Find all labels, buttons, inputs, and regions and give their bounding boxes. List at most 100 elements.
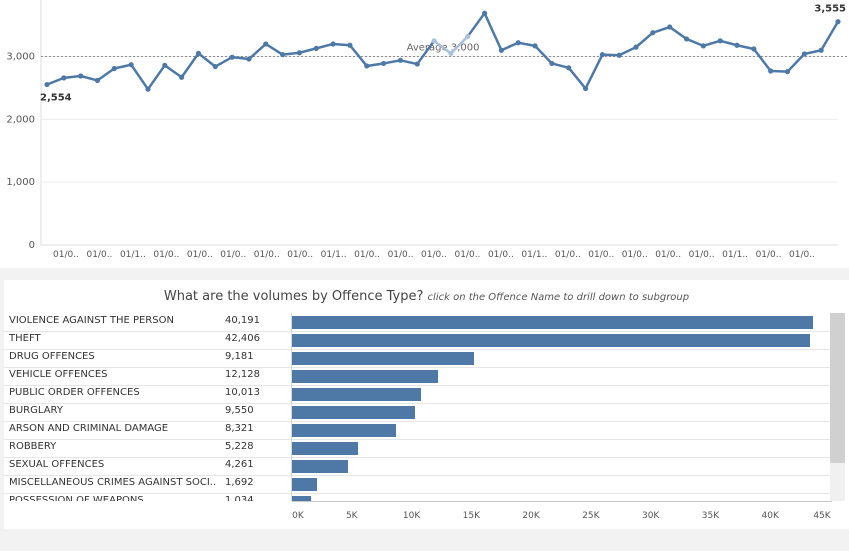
data-point bbox=[481, 10, 488, 16]
data-point bbox=[683, 36, 690, 42]
x-tick-label: 01/1.. bbox=[321, 250, 347, 260]
offence-bar[interactable] bbox=[292, 370, 438, 383]
offence-name[interactable]: THEFT bbox=[9, 333, 41, 344]
series-line-segment bbox=[197, 52, 217, 68]
data-point bbox=[835, 19, 841, 25]
x-tick-label: 45K bbox=[813, 511, 831, 521]
first-value-label: 2,554 bbox=[40, 93, 72, 104]
x-tick-label: 01/0.. bbox=[354, 250, 380, 260]
series-line-segment bbox=[803, 49, 823, 56]
x-tick-label: 01/0.. bbox=[555, 250, 581, 260]
offence-name[interactable]: MISCELLANEOUS CRIMES AGAINST SOCI.. bbox=[9, 477, 217, 488]
offence-bar[interactable] bbox=[292, 478, 318, 491]
series-line-segment bbox=[163, 64, 183, 79]
x-tick-label: 01/0.. bbox=[53, 250, 79, 260]
offence-name[interactable]: POSSESSION OF WEAPONS bbox=[9, 495, 144, 501]
offence-count: 9,181 bbox=[225, 351, 254, 362]
offence-row[interactable]: POSSESSION OF WEAPONS 1,034 bbox=[4, 493, 830, 501]
x-tick-label: 01/0.. bbox=[588, 250, 614, 260]
data-point bbox=[179, 74, 185, 80]
offence-name[interactable]: BURGLARY bbox=[9, 405, 63, 416]
series-line-segment bbox=[79, 74, 99, 82]
offence-count: 10,013 bbox=[225, 387, 260, 398]
offence-count: 1,692 bbox=[225, 477, 254, 488]
data-point bbox=[162, 62, 168, 68]
series-line-segment bbox=[62, 74, 82, 80]
offence-row[interactable]: VIOLENCE AGAINST THE PERSON 40,191 bbox=[4, 313, 830, 332]
offence-row[interactable]: DRUG OFFENCES 9,181 bbox=[4, 349, 830, 368]
series-line-segment bbox=[651, 25, 671, 34]
x-tick-label: 20K bbox=[522, 511, 540, 521]
line-chart-panel: 0 1,000 2,000 3,000 Average 3,000 2,554 3,555 0… bbox=[0, 0, 849, 268]
x-tick-label: 25K bbox=[582, 511, 600, 521]
series-line-segment bbox=[315, 42, 335, 50]
offence-name[interactable]: VIOLENCE AGAINST THE PERSON bbox=[9, 315, 174, 326]
offence-name[interactable]: PUBLIC ORDER OFFENCES bbox=[9, 387, 140, 398]
data-point bbox=[128, 62, 134, 68]
data-point bbox=[347, 42, 353, 48]
x-tick-label: 01/0.. bbox=[655, 250, 681, 260]
offence-bar[interactable] bbox=[292, 406, 416, 419]
offence-count: 8,321 bbox=[225, 423, 254, 434]
x-tick-label: 0K bbox=[292, 511, 304, 521]
bar-chart-subtitle: click on the Offence Name to drill down … bbox=[427, 292, 690, 303]
vertical-scrollbar[interactable] bbox=[830, 313, 845, 501]
series-line-segment bbox=[281, 51, 301, 56]
series-line-segment bbox=[819, 20, 840, 52]
y-tick-label: 2,000 bbox=[6, 114, 35, 125]
bar-chart-title-row: What are the volumes by Offence Type? cl… bbox=[4, 289, 849, 304]
data-point bbox=[111, 65, 117, 72]
x-tick-label: 01/0.. bbox=[187, 250, 213, 260]
data-point bbox=[431, 38, 437, 44]
offence-bar[interactable] bbox=[292, 388, 422, 401]
offence-bar[interactable] bbox=[292, 442, 358, 455]
offence-row[interactable]: SEXUAL OFFENCES 4,261 bbox=[4, 457, 830, 476]
offence-name[interactable]: VEHICLE OFFENCES bbox=[9, 369, 108, 380]
offence-count: 5,228 bbox=[225, 441, 254, 452]
offence-name[interactable]: SEXUAL OFFENCES bbox=[9, 459, 105, 470]
offence-row[interactable]: PUBLIC ORDER OFFENCES 10,013 bbox=[4, 385, 830, 404]
series-line-segment bbox=[769, 69, 789, 73]
series-line-segment bbox=[634, 31, 655, 49]
offence-count: 9,550 bbox=[225, 405, 254, 416]
data-point bbox=[44, 81, 50, 88]
offence-bar[interactable] bbox=[292, 316, 814, 329]
offence-row[interactable]: ARSON AND CRIMINAL DAMAGE 8,321 bbox=[4, 421, 830, 440]
offence-count: 1,034 bbox=[225, 495, 254, 501]
series-line-segment bbox=[601, 53, 621, 57]
series-line-segment bbox=[500, 41, 520, 52]
x-tick-label: 01/1.. bbox=[521, 250, 547, 260]
series-line-segment bbox=[45, 76, 66, 86]
offence-name[interactable]: ARSON AND CRIMINAL DAMAGE bbox=[9, 423, 169, 434]
offence-count: 40,191 bbox=[225, 315, 260, 326]
offence-bar[interactable] bbox=[292, 334, 810, 347]
offence-row[interactable]: BURGLARY 9,550 bbox=[4, 403, 830, 422]
x-tick-label: 01/0.. bbox=[454, 250, 480, 260]
x-tick-label: 01/0.. bbox=[220, 250, 246, 260]
offence-row[interactable]: VEHICLE OFFENCES 12,128 bbox=[4, 367, 830, 386]
offence-name[interactable]: DRUG OFFENCES bbox=[9, 351, 95, 362]
offence-row[interactable]: THEFT 42,406 bbox=[4, 331, 830, 350]
series-line-segment bbox=[668, 25, 688, 41]
series-line-segment bbox=[786, 52, 806, 73]
x-tick-label: 15K bbox=[462, 511, 481, 521]
x-tick-label: 35K bbox=[701, 511, 720, 521]
offence-name[interactable]: ROBBERY bbox=[9, 441, 57, 452]
offence-bar[interactable] bbox=[292, 352, 474, 365]
scrollbar-thumb[interactable] bbox=[830, 313, 845, 463]
series-line-segment bbox=[567, 66, 587, 90]
offence-bar[interactable] bbox=[292, 424, 396, 437]
offence-bar[interactable] bbox=[292, 496, 312, 501]
series-line-segment bbox=[718, 39, 739, 47]
data-point bbox=[414, 61, 420, 67]
data-point bbox=[296, 50, 303, 56]
series-line-segment bbox=[449, 35, 469, 55]
offence-row[interactable]: MISCELLANEOUS CRIMES AGAINST SOCI.. 1,692 bbox=[4, 475, 830, 494]
offence-bar[interactable] bbox=[292, 460, 349, 473]
data-point bbox=[280, 52, 286, 58]
bar-x-axis: 0K 5K 10K 15K 20K 25K 30K 35K 40K 45K bbox=[292, 501, 832, 530]
data-point bbox=[633, 44, 639, 50]
x-tick-label: 01/0.. bbox=[689, 250, 715, 260]
data-point bbox=[448, 50, 454, 56]
offence-row[interactable]: ROBBERY 5,228 bbox=[4, 439, 830, 458]
